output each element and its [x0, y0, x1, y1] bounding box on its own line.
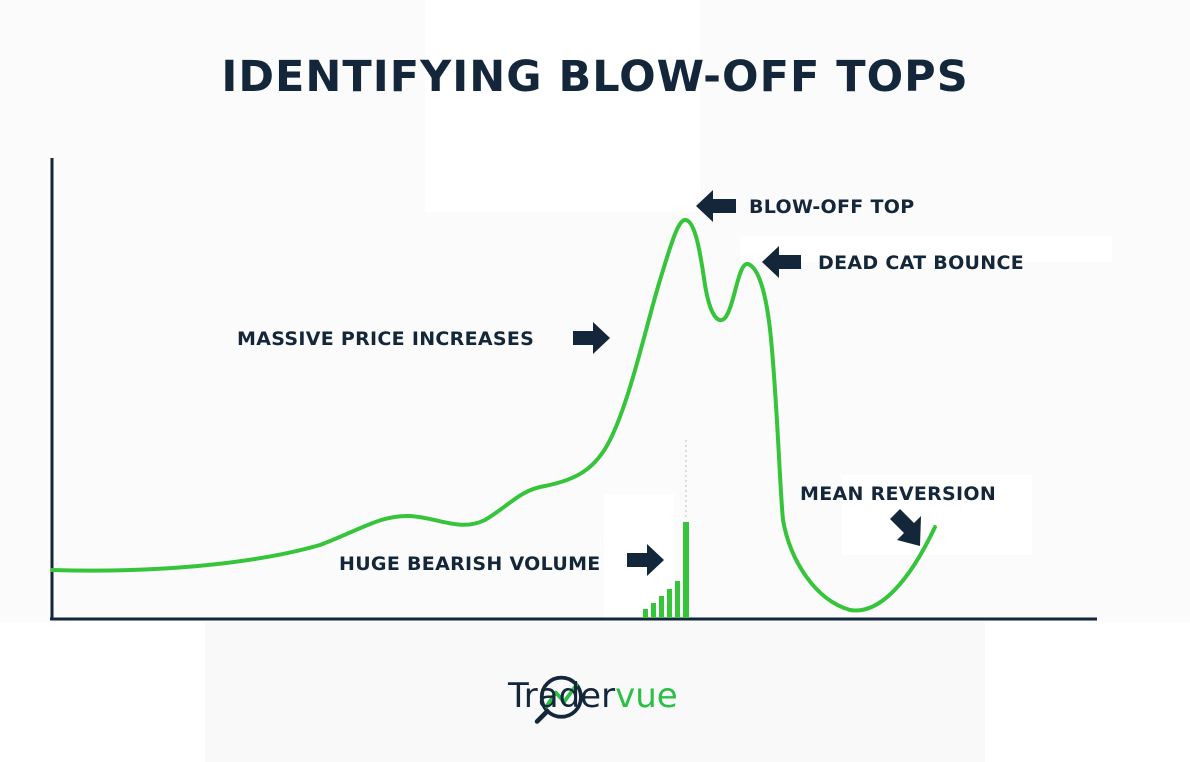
label-dead-cat-bounce: DEAD CAT BOUNCE — [818, 252, 1024, 274]
diagram-title: IDENTIFYING BLOW-OFF TOPS — [221, 52, 969, 102]
volume-bar — [643, 609, 648, 618]
tradervue-magnifier-chart-icon — [534, 675, 583, 724]
volume-bars — [643, 522, 689, 618]
volume-bar — [667, 589, 672, 618]
label-huge-bearish-volume: HUGE BEARISH VOLUME — [339, 553, 601, 575]
volume-bar — [659, 596, 664, 618]
background-panel-top — [425, 0, 700, 212]
volume-bar — [651, 603, 656, 618]
brand-name-part2: vue — [615, 676, 678, 716]
arrow-icon-huge-bearish-volume — [627, 544, 664, 576]
brand-name-part1: Trader — [508, 676, 616, 716]
volume-bar — [675, 581, 680, 618]
label-massive-price-increases: MASSIVE PRICE INCREASES — [237, 328, 534, 350]
arrow-icon-mean-reversion — [890, 509, 921, 546]
volume-bar — [683, 522, 689, 618]
arrow-icon-blow-off-top — [696, 190, 736, 222]
label-blow-off-top: BLOW-OFF TOP — [749, 196, 914, 218]
background-panel-label — [740, 236, 1112, 262]
label-mean-reversion: MEAN REVERSION — [800, 483, 996, 505]
background-panel-mean — [842, 475, 1032, 555]
price-curve — [50, 218, 937, 613]
arrow-icon-massive-price-increases — [573, 322, 610, 354]
arrow-icon-dead-cat-bounce — [762, 246, 801, 278]
background-panel-footer — [205, 622, 985, 762]
brand-name: Tradervue — [508, 676, 678, 716]
